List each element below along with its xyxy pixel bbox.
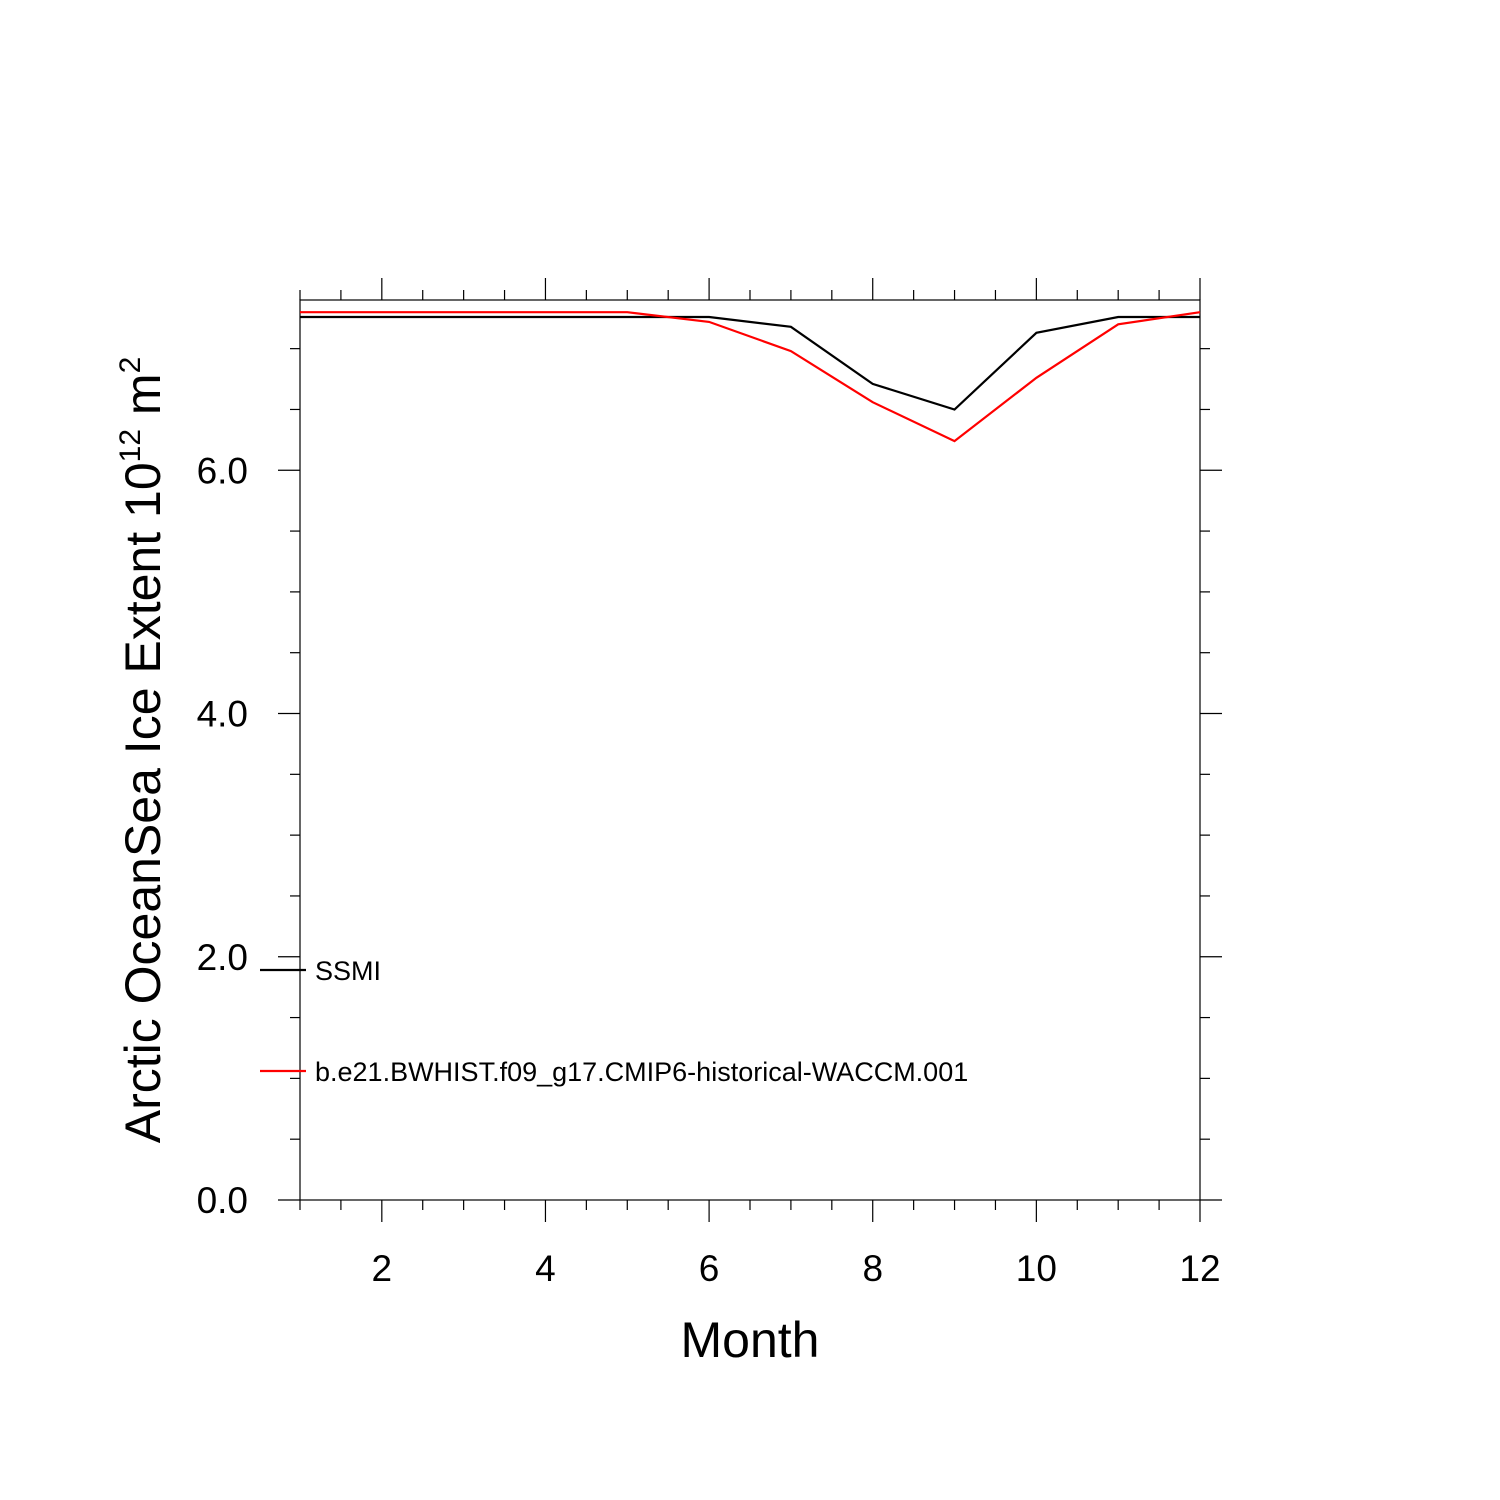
y-axis-title: Arctic OceanSea Ice Extent 1012 m2 [114,357,171,1144]
x-tick-label: 12 [1179,1248,1220,1289]
x-axis-title: Month [681,1312,820,1368]
y-tick-label: 2.0 [197,937,248,978]
x-tick-label: 6 [699,1248,720,1289]
y-tick-label: 0.0 [197,1180,248,1221]
data-series [299,311,1201,443]
x-tick-label: 4 [535,1248,556,1289]
series-line-ssmi [300,315,1200,411]
x-tick-label: 10 [1016,1248,1057,1289]
y-axis-title-unit-exponent: 2 [114,357,147,374]
legend: SSMI b.e21.BWHIST.f09_g17.CMIP6-historica… [260,956,968,1087]
axis-tick-labels: 2 4 6 8 10 12 0.0 2.0 4.0 6.0 [197,450,1221,1289]
y-axis-title-exponent: 12 [114,429,147,462]
y-axis-title-main: Arctic OceanSea Ice Extent 10 [115,462,171,1143]
series-line-model [300,311,1201,443]
y-axis-title-unit: m [115,373,171,429]
axis-ticks [278,278,1222,1222]
x-tick-label: 2 [372,1248,393,1289]
y-tick-label: 4.0 [197,694,248,735]
x-tick-label: 8 [862,1248,883,1289]
y-tick-label: 6.0 [197,450,248,491]
legend-label: b.e21.BWHIST.f09_g17.CMIP6-historical-WA… [315,1057,968,1087]
legend-label: SSMI [315,956,381,986]
